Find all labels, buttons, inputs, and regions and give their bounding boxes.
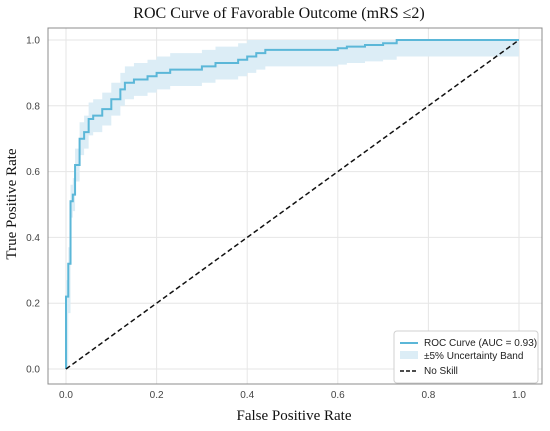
chart-title: ROC Curve of Favorable Outcome (mRS ≤2)	[133, 5, 424, 22]
legend-noskill-label: No Skill	[424, 366, 458, 377]
y-tick-label: 0.2	[26, 299, 40, 310]
y-ticks: 0.0 0.2 0.4 0.6 0.8 1.0	[26, 36, 40, 376]
y-tick-label: 0.4	[26, 233, 40, 244]
plot-frame	[47, 27, 543, 385]
x-tick-label: 1.0	[512, 390, 526, 401]
y-tick-label: 1.0	[26, 36, 40, 47]
y-axis-label: True Positive Rate	[4, 148, 20, 259]
x-tick-label: 0.0	[59, 390, 73, 401]
series-group	[65, 39, 520, 370]
x-tick-label: 0.6	[331, 390, 345, 401]
y-tick-label: 0.6	[26, 167, 40, 178]
no-skill-line	[65, 39, 520, 370]
legend-roc-label: ROC Curve (AUC = 0.93)	[424, 338, 537, 349]
roc-curve-line	[65, 39, 519, 369]
grid	[48, 28, 542, 384]
y-tick-label: 0.8	[26, 101, 40, 112]
legend-band-label: ±5% Uncertainty Band	[424, 351, 523, 362]
legend-band-swatch	[400, 351, 418, 359]
x-tick-label: 0.4	[240, 390, 254, 401]
x-tick-label: 0.8	[421, 390, 435, 401]
x-axis-label: False Positive Rate	[237, 408, 352, 424]
x-tick-label: 0.2	[150, 390, 164, 401]
legend-box	[393, 330, 539, 384]
y-tick-label: 0.0	[26, 365, 40, 376]
x-ticks: 0.0 0.2 0.4 0.6 0.8 1.0	[59, 390, 526, 401]
legend: ROC Curve (AUC = 0.93) ±5% Uncertainty B…	[393, 330, 539, 384]
